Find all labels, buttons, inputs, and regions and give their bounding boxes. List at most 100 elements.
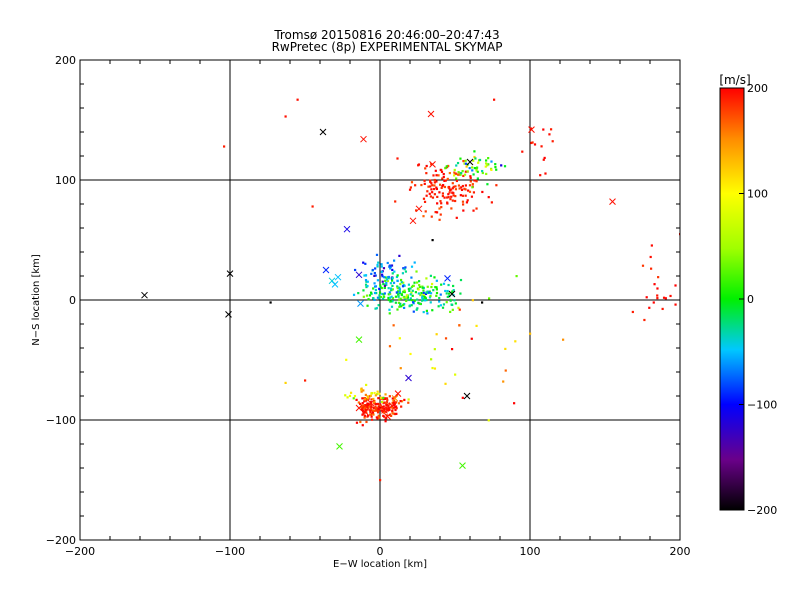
data-point <box>388 308 391 311</box>
data-point <box>397 293 400 296</box>
data-point-x <box>331 281 339 288</box>
data-point <box>399 303 402 307</box>
data-point <box>415 270 418 273</box>
data-point <box>424 292 428 296</box>
data-point <box>381 275 384 278</box>
data-point <box>355 398 358 401</box>
data-point <box>452 289 455 292</box>
data-point <box>398 291 401 294</box>
data-point-x <box>141 291 148 299</box>
data-point <box>410 291 413 294</box>
data-point <box>369 410 372 414</box>
data-point <box>451 308 454 311</box>
data-point-x <box>343 225 351 233</box>
data-point <box>513 402 516 405</box>
data-point <box>381 280 384 283</box>
data-point <box>366 398 369 401</box>
data-point <box>385 403 388 406</box>
data-point <box>451 187 454 190</box>
data-point <box>394 401 398 404</box>
data-point <box>362 410 365 413</box>
data-point <box>472 173 475 176</box>
data-point <box>379 479 382 482</box>
data-point <box>463 173 467 176</box>
data-point <box>460 186 463 189</box>
data-point <box>432 187 436 191</box>
data-point <box>422 289 425 292</box>
data-point <box>453 174 456 177</box>
data-point <box>362 406 365 409</box>
data-point <box>448 191 451 194</box>
data-point-x <box>609 198 616 205</box>
data-point <box>413 261 416 264</box>
data-point <box>454 373 457 376</box>
data-point <box>495 168 498 171</box>
y-axis-label: N−S location [km] <box>31 254 42 346</box>
data-point <box>386 261 389 265</box>
data-point-x <box>444 275 451 282</box>
data-point <box>443 196 446 199</box>
data-point <box>494 166 497 169</box>
data-point <box>461 203 465 206</box>
data-point <box>656 294 659 297</box>
data-point <box>500 164 503 167</box>
data-point <box>544 172 547 175</box>
data-point <box>656 287 659 290</box>
data-point <box>438 296 441 300</box>
data-point <box>442 175 445 179</box>
data-point <box>373 291 377 295</box>
data-point <box>481 301 484 304</box>
data-point <box>437 174 440 177</box>
data-point <box>372 413 375 416</box>
data-point <box>394 295 398 298</box>
data-point <box>375 393 379 396</box>
data-point <box>377 409 380 412</box>
data-point <box>436 202 439 205</box>
data-point <box>412 301 415 304</box>
data-point <box>390 264 394 267</box>
data-point <box>390 406 393 409</box>
data-point <box>374 394 377 397</box>
data-point <box>460 171 463 175</box>
data-point <box>396 274 399 277</box>
data-point <box>425 172 428 175</box>
data-point <box>431 309 434 312</box>
data-point <box>296 98 299 101</box>
data-point <box>426 312 429 315</box>
data-point-x <box>355 336 363 343</box>
data-point <box>461 194 465 197</box>
data-point <box>657 276 660 279</box>
data-point <box>466 199 469 202</box>
data-point <box>375 416 378 419</box>
data-point <box>370 272 373 275</box>
data-point <box>429 180 432 184</box>
data-point <box>674 303 677 306</box>
data-point <box>404 270 408 273</box>
data-point <box>422 310 425 314</box>
data-point <box>441 306 445 309</box>
data-point <box>376 265 379 268</box>
data-point <box>361 424 364 427</box>
data-point <box>464 170 467 173</box>
data-point <box>467 189 470 192</box>
data-point <box>484 165 487 168</box>
data-point <box>443 179 446 182</box>
data-point <box>439 200 442 203</box>
data-point <box>393 399 396 402</box>
data-point <box>481 190 484 194</box>
data-point <box>353 394 357 398</box>
data-point <box>374 402 377 406</box>
data-point <box>378 294 381 297</box>
data-point <box>446 201 449 204</box>
data-point <box>409 352 412 356</box>
data-point <box>444 179 447 182</box>
data-point <box>407 398 410 401</box>
data-point <box>414 184 417 187</box>
data-point <box>383 284 387 287</box>
data-point <box>364 393 367 397</box>
data-point <box>430 282 434 286</box>
data-point <box>366 402 369 405</box>
data-point <box>385 281 388 285</box>
data-point <box>388 402 391 405</box>
data-point <box>400 293 403 296</box>
